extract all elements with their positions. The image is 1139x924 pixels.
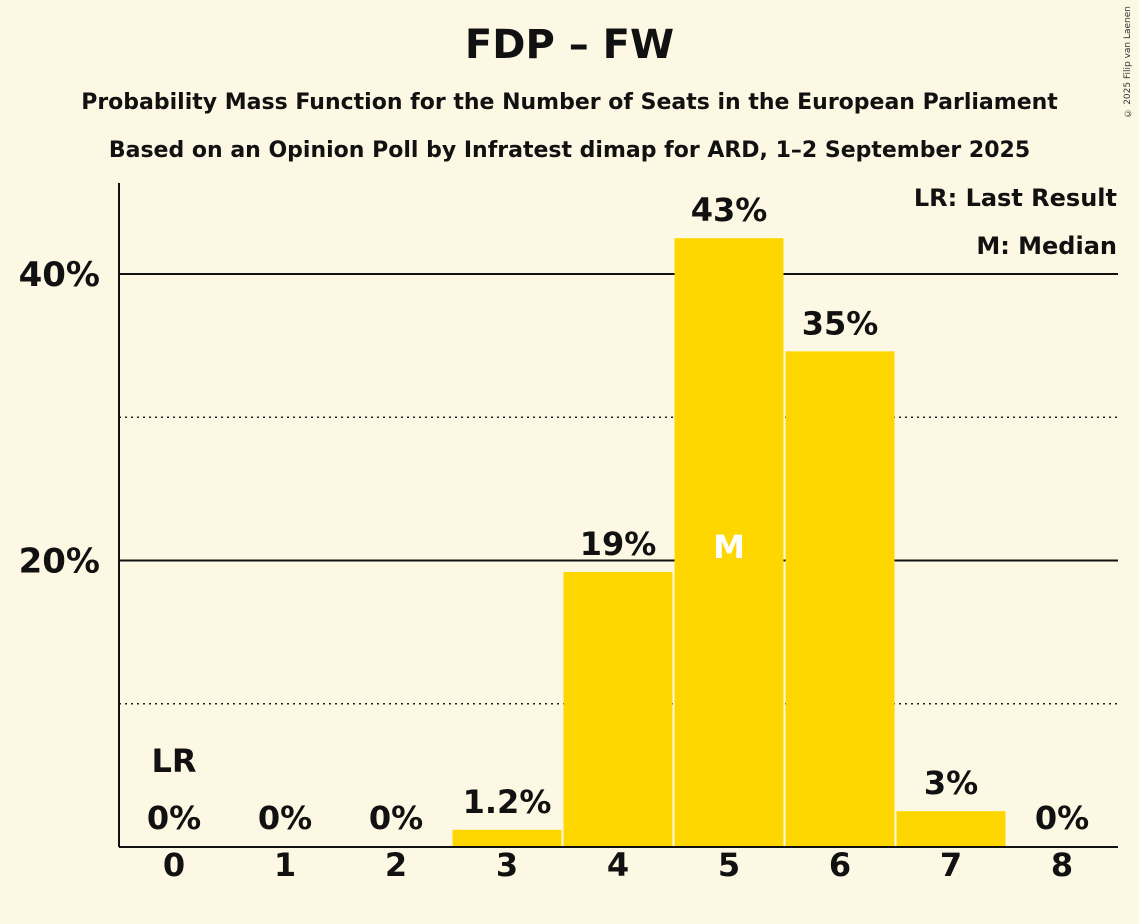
- chart-subtitle-1: Probability Mass Function for the Number…: [81, 90, 1058, 115]
- median-marker: M: [713, 528, 745, 566]
- data-label-1: 0%: [258, 799, 312, 837]
- data-label-5: 43%: [691, 191, 768, 229]
- data-label-2: 0%: [369, 799, 423, 837]
- bar-6: [785, 351, 895, 847]
- bar-3: [452, 829, 562, 847]
- data-label-0: 0%: [147, 799, 201, 837]
- legend-median: M: Median: [976, 232, 1117, 260]
- legend-last-result: LR: Last Result: [913, 184, 1117, 212]
- bar-5: [674, 238, 784, 847]
- x-tick-label-5: 5: [718, 846, 740, 884]
- x-tick-label-2: 2: [385, 846, 407, 884]
- data-label-6: 35%: [802, 304, 879, 342]
- x-tick-label-3: 3: [496, 846, 518, 884]
- data-label-8: 0%: [1035, 799, 1089, 837]
- data-label-4: 19%: [580, 525, 657, 563]
- data-label-7: 3%: [924, 764, 978, 802]
- x-tick-label-4: 4: [607, 846, 629, 884]
- x-tick-label-1: 1: [274, 846, 296, 884]
- data-label-3: 1.2%: [463, 783, 552, 821]
- bar-4: [563, 571, 673, 847]
- y-tick-label: 20%: [19, 542, 100, 582]
- x-tick-label-7: 7: [940, 846, 962, 884]
- chart-subtitle-2: Based on an Opinion Poll by Infratest di…: [108, 138, 1031, 163]
- x-tick-label-6: 6: [829, 846, 851, 884]
- x-tick-label-8: 8: [1051, 846, 1073, 884]
- x-tick-label-0: 0: [163, 846, 185, 884]
- last-result-marker: LR: [151, 742, 196, 780]
- bar-7: [896, 811, 1006, 847]
- y-tick-label: 40%: [19, 255, 100, 295]
- chart-title: FDP – FW: [464, 22, 675, 68]
